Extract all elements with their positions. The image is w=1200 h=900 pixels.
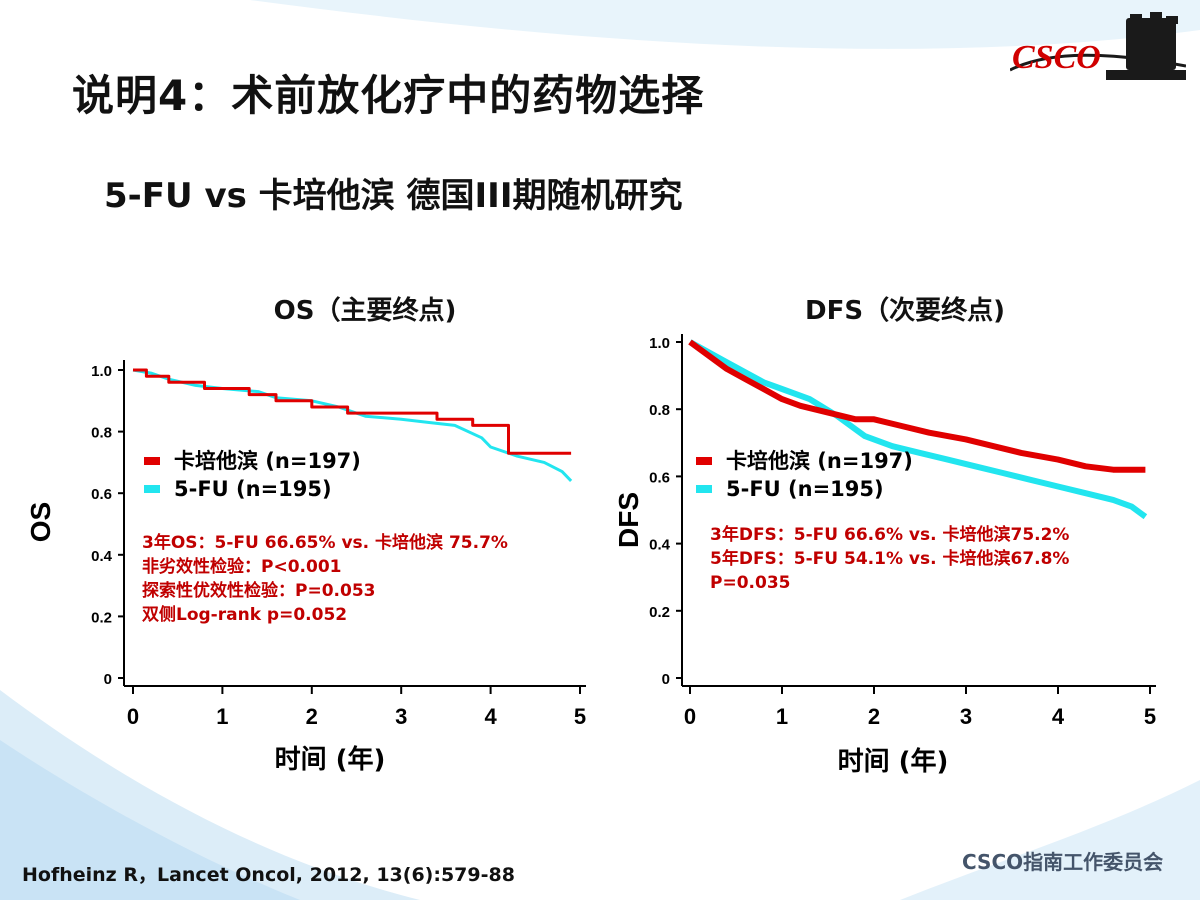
os-y-tick-label: 0 — [104, 671, 112, 688]
dfs-y-tick-label: 0.2 — [649, 604, 670, 621]
os-annotation: 探索性优效性检验：P=0.053 — [142, 580, 375, 601]
dfs-y-tick-label: 0.6 — [649, 469, 670, 486]
dfs-legend-label: 5-FU (n=195) — [726, 477, 884, 501]
os-series-line-5fu — [132, 368, 573, 482]
dfs-legend-swatch — [696, 457, 712, 465]
dfs-annotation: 5年DFS：5-FU 54.1% vs. 卡培他滨67.8% — [710, 548, 1069, 569]
os-x-tick-label: 5 — [574, 704, 586, 729]
dfs-annotation: 3年DFS：5-FU 66.6% vs. 卡培他滨75.2% — [710, 524, 1069, 545]
os-chart-title: OS（主要终点) — [273, 296, 457, 326]
os-legend-label: 卡培他滨 (n=197) — [174, 449, 361, 473]
page-subtitle: 5-FU vs 卡培他滨 德国III期随机研究 — [104, 176, 683, 216]
dfs-y-tick-label: 0.8 — [649, 402, 670, 419]
dfs-y-axis-title: DFS — [613, 492, 644, 548]
page-title: 说明4：术前放化疗中的药物选择 — [72, 71, 705, 120]
os-y-tick-label: 0.6 — [91, 486, 112, 503]
dfs-y-tick-label: 1.0 — [649, 335, 670, 352]
dfs-x-tick-label: 0 — [684, 704, 696, 729]
dfs-x-tick-label: 5 — [1144, 704, 1156, 729]
os-legend-label: 5-FU (n=195) — [174, 477, 332, 501]
os-x-tick-label: 3 — [395, 704, 407, 729]
os-y-tick-label: 0.2 — [91, 609, 112, 626]
dfs-series-line-5fu — [688, 339, 1148, 520]
dfs-series-line-capecitabine — [688, 339, 1146, 473]
dfs-x-tick-label: 1 — [776, 704, 788, 729]
os-x-tick-label: 4 — [484, 704, 497, 729]
dfs-x-tick-label: 4 — [1052, 704, 1065, 729]
os-x-tick-label: 0 — [127, 704, 139, 729]
logo-text: CSCO — [1012, 39, 1101, 76]
dfs-x-tick-label: 3 — [960, 704, 972, 729]
dfs-y-tick-label: 0 — [662, 671, 670, 688]
dfs-annotation: P=0.035 — [710, 573, 790, 593]
os-x-tick-label: 1 — [216, 704, 228, 729]
dfs-legend-swatch — [696, 485, 712, 493]
dfs-y-tick-label: 0.4 — [649, 537, 671, 554]
os-x-axis-title: 时间 (年) — [275, 744, 386, 775]
os-x-tick-label: 2 — [306, 704, 318, 729]
os-y-tick-label: 0.4 — [91, 548, 113, 565]
os-y-tick-label: 0.8 — [91, 425, 112, 442]
os-annotation: 3年OS：5-FU 66.65% vs. 卡培他滨 75.7% — [142, 532, 508, 553]
citation: Hofheinz R，Lancet Oncol, 2012, 13(6):579… — [22, 864, 515, 886]
dfs-x-tick-label: 2 — [868, 704, 880, 729]
dfs-chart-title: DFS（次要终点) — [805, 296, 1005, 326]
csco-logo: CSCO — [1010, 12, 1186, 80]
os-legend-swatch — [144, 485, 160, 493]
os-y-axis-title: OS — [25, 502, 56, 542]
os-annotation: 双侧Log-rank p=0.052 — [142, 604, 347, 625]
os-annotation: 非劣效性检验：P<0.001 — [142, 556, 341, 577]
os-legend-swatch — [144, 457, 160, 465]
dfs-legend-label: 卡培他滨 (n=197) — [726, 449, 913, 473]
os-y-tick-label: 1.0 — [91, 363, 112, 380]
footer-org-name: CSCO指南工作委员会 — [962, 850, 1164, 874]
dfs-x-axis-title: 时间 (年) — [838, 746, 949, 777]
os-series-line-capecitabine — [133, 368, 572, 455]
